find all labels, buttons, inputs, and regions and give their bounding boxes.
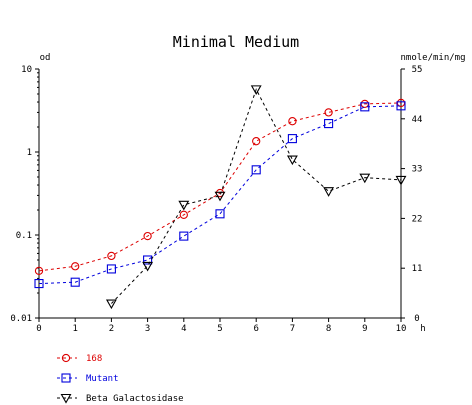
x-tick-label: 9 [362,324,367,334]
data-point [179,231,189,241]
legend-item: Mutant [57,373,119,384]
x-tick-label: 2 [109,324,114,334]
data-point [107,251,116,261]
y-left-axis-label: od [40,53,51,63]
legend-label: Beta Galactosidase [86,394,184,404]
x-tick-label: 5 [217,324,222,334]
data-point [105,299,117,310]
legend-item: 168 [57,353,102,364]
data-point [286,155,298,166]
data-point [250,85,262,95]
data-point [288,117,297,126]
data-point [214,191,226,202]
data-point [324,119,334,129]
y-left-tick-label: 1 [27,148,32,158]
x-tick-label: 6 [253,324,258,334]
series-1 [34,101,406,289]
data-point [34,266,44,275]
legend-marker [60,393,72,404]
x-tick-label: 3 [145,324,150,334]
x-tick-label: 1 [72,324,77,334]
x-tick-label: 8 [326,324,331,334]
data-point [323,187,335,197]
y-right-axis-label: nmole/min/mg [400,53,465,63]
legend-marker [61,373,71,383]
y-left-tick-label: 0.01 [10,314,32,324]
data-point [179,210,188,219]
x-tick-label: 10 [396,324,407,334]
x-tick-label: 4 [181,324,186,334]
data-point [359,173,371,184]
series-layer [34,85,407,310]
y-right-tick-label: 22 [412,214,423,224]
data-point [360,102,370,112]
y-right-tick-label: 0 [414,314,419,324]
data-point [70,277,80,287]
x-tick-label: 7 [290,324,295,334]
data-point [106,264,116,274]
series-0 [34,98,406,275]
series-line [111,88,402,304]
legend-label: 168 [86,354,102,364]
data-point [142,261,154,272]
data-point [143,255,153,265]
data-point [143,231,152,241]
data-point [178,200,190,211]
legend-marker [61,353,71,363]
x-axis-label: h [420,324,425,334]
y-left-tick-label: 10 [21,65,32,75]
y-right-tick-label: 44 [412,115,423,125]
data-point [324,108,333,117]
series-2 [105,85,407,310]
x-tick-label: 0 [36,324,41,334]
legend-label: Mutant [86,374,119,384]
data-point [395,175,407,186]
y-left-tick-label: 0.1 [16,231,32,241]
data-point [34,279,44,289]
legend-item: Beta Galactosidase [57,393,184,404]
y-right-tick-label: 11 [412,264,423,274]
data-point [396,101,406,111]
series-line [38,102,402,272]
y-right-tick-label: 33 [412,165,423,175]
y-right-tick-label: 55 [412,65,423,75]
legend: 168 Mutant Beta Galactosidase [57,353,184,404]
axes: 0 1 2 3 4 5 6 7 8 9 10 h 0.01 0.1 1 10 od 0 11 22 33 44 55 nmol… [10,53,465,334]
data-point [215,209,225,219]
data-point [71,262,80,271]
series-line [38,105,402,285]
data-point [252,137,261,146]
data-point [251,165,261,175]
data-point [287,134,297,144]
chart-title: Minimal Medium [173,33,299,51]
